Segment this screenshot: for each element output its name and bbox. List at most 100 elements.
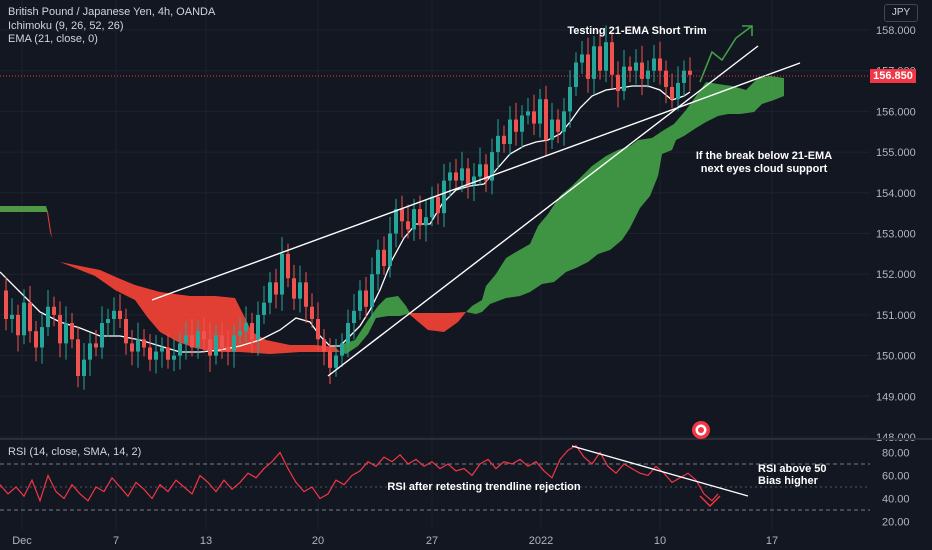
candle-body	[280, 253, 284, 295]
candle-body	[298, 282, 302, 299]
rsi-axis: 80.00 60.00 40.00 20.00	[882, 448, 910, 529]
candle-body	[568, 86, 572, 112]
candle-body	[244, 323, 248, 332]
candle-body	[238, 331, 242, 336]
candle-body	[544, 99, 548, 140]
candle-body	[118, 310, 122, 319]
candle-body	[4, 290, 8, 319]
candle-body	[400, 209, 404, 222]
lower-trendline	[327, 45, 759, 377]
annotation-cloud-line2: next eyes cloud support	[700, 163, 828, 175]
rsi-arrow-icon	[699, 495, 721, 507]
rsi-trendline	[571, 445, 749, 497]
candle-body	[58, 314, 62, 344]
forecast-arrow	[699, 25, 753, 83]
candle-body	[286, 253, 290, 279]
ichimoku-legend[interactable]: Ichimoku (9, 26, 52, 26)	[8, 20, 124, 32]
price-tick-label: 158.000	[876, 25, 916, 37]
candle-body	[628, 66, 632, 71]
candle-body	[358, 290, 362, 311]
candle-body	[436, 196, 440, 214]
last-price-tag: 156.850	[870, 69, 916, 83]
price-tick-label: 156.000	[876, 106, 916, 118]
candle-body	[226, 347, 230, 352]
annotation-rsi-trendline: RSI after retesting trendline rejection	[387, 481, 581, 493]
candle-body	[634, 62, 638, 71]
candle-body	[334, 355, 338, 368]
price-tick-label: 150.000	[876, 351, 916, 363]
ichimoku-cloud-bullish	[0, 76, 784, 354]
candle-body	[688, 70, 692, 75]
candle-body	[496, 135, 500, 153]
candle-body	[310, 306, 314, 319]
target-icon[interactable]	[692, 421, 710, 439]
candle-body	[112, 310, 116, 319]
currency-button[interactable]: JPY	[884, 4, 918, 22]
candle-body	[46, 306, 50, 328]
candle-body	[418, 209, 422, 226]
candle-body	[196, 331, 200, 348]
rsi-legend[interactable]: RSI (14, close, SMA, 14, 2)	[8, 446, 142, 458]
candle-body	[130, 343, 134, 352]
candle-body	[142, 339, 146, 348]
time-tick-label: Dec	[12, 535, 32, 547]
candle-body	[442, 180, 446, 214]
candle-body	[202, 331, 206, 340]
candle-body	[178, 343, 182, 356]
candle-body	[10, 314, 14, 319]
candle-body	[394, 209, 398, 234]
candle-body	[364, 290, 368, 307]
candle-body	[346, 323, 350, 344]
candle-body	[580, 54, 584, 63]
annotation-rsi-bias-line1: RSI above 50	[758, 463, 827, 475]
candle-body	[472, 176, 476, 185]
time-tick-label: 27	[426, 535, 438, 547]
candle-body	[328, 351, 332, 368]
candle-body	[64, 323, 68, 344]
candle-body	[646, 70, 650, 79]
candle-body	[586, 54, 590, 79]
candle-body	[370, 274, 374, 307]
time-tick-label: 7	[113, 535, 119, 547]
time-tick-label: 17	[766, 535, 778, 547]
candle-body	[52, 306, 56, 315]
candle-body	[316, 318, 320, 340]
candle-body	[598, 46, 602, 71]
candle-body	[190, 335, 194, 348]
candle-body	[406, 221, 410, 230]
price-axis: 158.000157.000156.000155.000154.000153.0…	[876, 25, 916, 444]
candle-body	[124, 318, 128, 344]
price-tick-label: 151.000	[876, 310, 916, 322]
rsi-tick-label: 40.00	[882, 494, 910, 506]
candle-body	[82, 359, 86, 376]
rsi-tick-label: 80.00	[882, 448, 910, 460]
price-tick-label: 155.000	[876, 147, 916, 159]
candle-body	[562, 111, 566, 132]
candle-body	[148, 347, 152, 360]
annotation-top: Testing 21-EMA Short Trim	[567, 25, 707, 37]
candle-body	[556, 119, 560, 132]
candle-body	[658, 58, 662, 71]
price-tick-label: 152.000	[876, 269, 916, 281]
annotation-rsi-bias-line2: Bias higher	[758, 475, 818, 487]
candle-body	[616, 74, 620, 92]
candle-body	[160, 347, 164, 352]
candle-body	[340, 343, 344, 356]
rsi-line	[0, 444, 719, 503]
time-tick-label: 20	[312, 535, 324, 547]
upper-trendline	[151, 62, 801, 301]
time-tick-label: 13	[200, 535, 212, 547]
time-tick-label: 2022	[529, 535, 553, 547]
candle-body	[274, 282, 278, 295]
grid	[0, 0, 870, 530]
candle-body	[268, 282, 272, 303]
time-tick-label: 10	[654, 535, 666, 547]
ema-legend[interactable]: EMA (21, close, 0)	[8, 33, 98, 45]
candle-body	[214, 335, 218, 356]
candle-body	[514, 119, 518, 132]
candle-body	[166, 347, 170, 360]
candle-body	[610, 42, 614, 75]
candle-body	[676, 82, 680, 100]
candle-body	[106, 318, 110, 324]
